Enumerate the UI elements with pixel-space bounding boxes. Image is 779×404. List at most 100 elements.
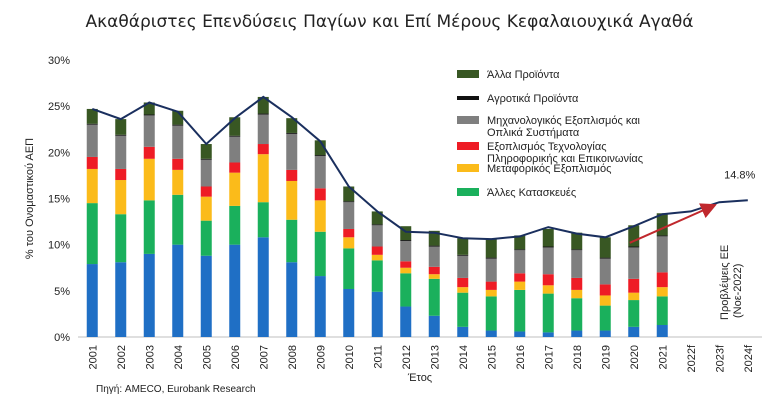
x-tick-label: 2007 [258,345,270,369]
bar-segment-2013-s6 [428,230,440,246]
bar-segment-2001-s5 [86,123,98,125]
bar-segment-2014-s1 [457,292,469,327]
x-tick-label: 2018 [572,345,584,369]
bar-segment-2001-s1 [86,203,98,265]
bar-segment-2013-s3 [428,266,440,275]
bar-segment-2018-s2 [571,289,583,299]
bar-segment-2021-s5 [656,235,668,237]
bar-segment-2008-s3 [286,169,298,181]
x-axis-label: Έτος [407,372,432,384]
bar-segment-2011-s6 [371,211,383,225]
bar-segment-2001-s4 [86,124,98,157]
bar-segment-2010-s3 [343,228,355,238]
y-axis-label: % του Ονομαστικού ΑΕΠ [24,138,36,259]
x-tick-label: 2019 [600,345,612,369]
bar-segment-2021-s4 [656,236,668,273]
y-tick-label: 5% [54,286,70,298]
bar-segment-2019-s3 [599,284,611,296]
x-tick-label: 2011 [372,345,384,369]
x-tick-label: 2022f [686,344,698,372]
bar-segment-2012-s5 [400,240,412,241]
bar-segment-2015-s0 [485,330,497,337]
bar-segment-2010-s1 [343,248,355,289]
bar-segment-2005-s5 [200,158,212,160]
bar-segment-2014-s6 [457,238,469,255]
bar-segment-2013-s2 [428,274,440,279]
bar-segment-2018-s3 [571,277,583,290]
x-tick-label: 2010 [344,345,356,369]
bar-segment-2002-s0 [115,262,127,337]
bar-segment-2010-s2 [343,237,355,249]
bar-segment-2011-s1 [371,260,383,292]
bar-segment-2012-s3 [400,261,412,268]
bar-segment-2016-s5 [514,249,526,251]
x-tick-label: 2003 [144,345,156,369]
bar-segment-2018-s5 [571,249,583,251]
bar-segment-2006-s3 [229,162,241,173]
bar-segment-2009-s0 [314,276,326,337]
bar-segment-2009-s1 [314,231,326,277]
bar-segment-2019-s1 [599,305,611,331]
bar-segment-2005-s2 [200,196,212,221]
total-investment-line [91,95,748,241]
bar-segment-2015-s5 [485,257,497,259]
chart-title: Ακαθάριστες Επενδύσεις Παγίων και Επί Μέ… [85,12,694,32]
x-tick-label: 2012 [401,345,413,369]
bar-segment-2013-s0 [428,315,440,337]
bar-segment-2005-s0 [200,255,212,337]
x-tick-label: 2004 [173,345,185,369]
forecast-label-line1: Προβλέψεις ΕΕ [719,245,731,320]
bar-segment-2021-s1 [656,296,668,325]
bar-segment-2017-s2 [542,285,554,294]
bar-segment-2002-s5 [115,134,127,136]
bar-segment-2021-s3 [656,272,668,288]
bar-segment-2014-s4 [457,255,469,278]
x-tick-label: 2017 [543,345,555,369]
bar-segment-2003-s5 [143,114,155,116]
x-tick-label: 2016 [515,345,527,369]
y-tick-label: 15% [48,194,70,206]
legend-swatch-s5 [457,96,479,100]
bar-segment-2003-s0 [143,253,155,337]
bar-segment-2008-s0 [286,262,298,337]
bar-segment-2018-s0 [571,330,583,337]
legend-label-s2: Μεταφορικός Εξοπλισμός [487,163,611,175]
legend-label-s3: Πληροφορικής και Επικοινωνίας [487,153,643,165]
bar-segment-2005-s6 [200,144,212,159]
bar-segment-2009-s3 [314,188,326,201]
y-tick-label: 10% [48,240,70,252]
bar-segment-2008-s5 [286,132,298,134]
bar-segment-2017-s5 [542,246,554,248]
bar-segment-2001-s2 [86,168,98,204]
bar-segment-2006-s4 [229,136,241,163]
bar-segment-2012-s1 [400,273,412,307]
bar-segment-2004-s1 [172,194,184,245]
bar-segment-2015-s6 [485,239,497,258]
bar-segment-2011-s2 [371,254,383,261]
x-tick-label: 2015 [486,345,498,369]
bar-segment-2005-s1 [200,220,212,256]
x-tick-label: 2008 [287,345,299,369]
y-tick-label: 0% [54,332,70,344]
x-tick-label: 2006 [230,345,242,369]
bar-segment-2003-s6 [143,102,155,115]
bar-segment-2006-s6 [229,117,241,136]
bar-segment-2020-s1 [628,300,640,327]
bar-segment-2001-s0 [86,264,98,337]
legend-label-s5: Αγροτικά Προϊόντα [487,93,579,105]
bar-segment-2002-s6 [115,119,127,135]
trend-arrow [629,203,717,244]
bar-segment-2004-s4 [172,125,184,159]
bar-segment-2020-s4 [628,247,640,279]
bar-segment-2002-s3 [115,168,127,181]
bar-segment-2007-s5 [257,113,269,115]
bar-segment-2012-s6 [400,226,412,241]
bar-segment-2009-s2 [314,200,326,232]
bar-segment-2014-s5 [457,254,469,256]
bar-segment-2016-s4 [514,250,526,274]
bar-segment-2017-s6 [542,228,554,247]
legend-swatch-s4 [457,116,479,124]
forecast-label-line2: (Νοε-2022) [732,264,744,318]
bar-segment-2018-s1 [571,298,583,331]
bar-segment-2007-s2 [257,154,269,203]
